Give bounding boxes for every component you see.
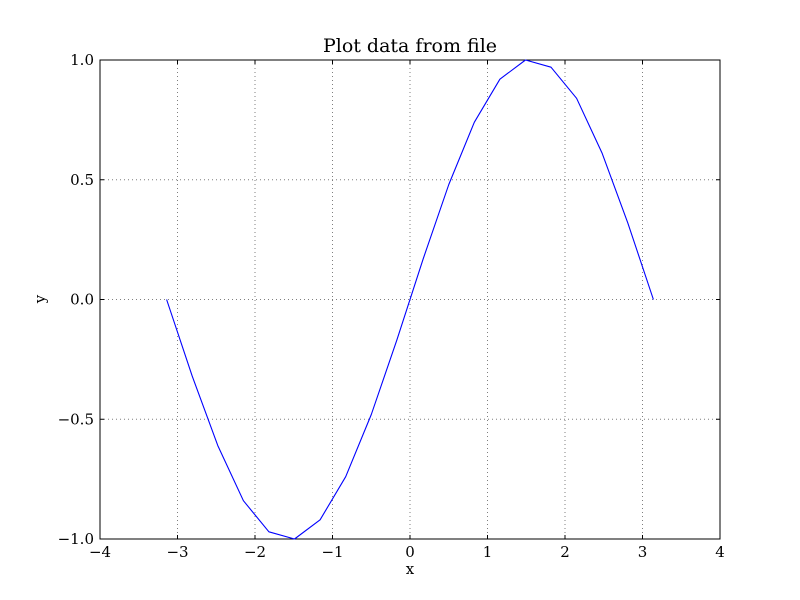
x-ticks [99,60,721,539]
y-axis-label: y [31,294,49,304]
x-tick-label: −2 [244,543,266,561]
series-line [166,59,654,540]
y-tick-labels: −1.0 −0.5 0.0 0.5 1.0 [58,51,94,548]
chart-title: Plot data from file [323,35,497,57]
x-tick-label: −3 [166,543,188,561]
y-tick-label: 0.5 [70,171,94,189]
y-tick-label: −0.5 [58,410,94,428]
x-tick-label: 3 [638,543,648,561]
x-tick-label: 1 [483,543,493,561]
y-ticks [100,59,720,540]
x-tick-label: 0 [405,543,415,561]
series-group [166,59,654,540]
x-tick-labels: −4 −3 −2 −1 0 1 2 3 4 [89,543,725,561]
x-tick-label: −4 [89,543,111,561]
x-axis-label: x [406,560,415,578]
y-tick-label: 1.0 [70,51,94,69]
y-grid [100,179,720,420]
y-tick-label: −1.0 [58,530,94,548]
x-tick-label: 4 [715,543,725,561]
x-tick-label: 2 [560,543,570,561]
x-tick-label: −1 [321,543,343,561]
y-tick-label: 0.0 [70,291,94,309]
